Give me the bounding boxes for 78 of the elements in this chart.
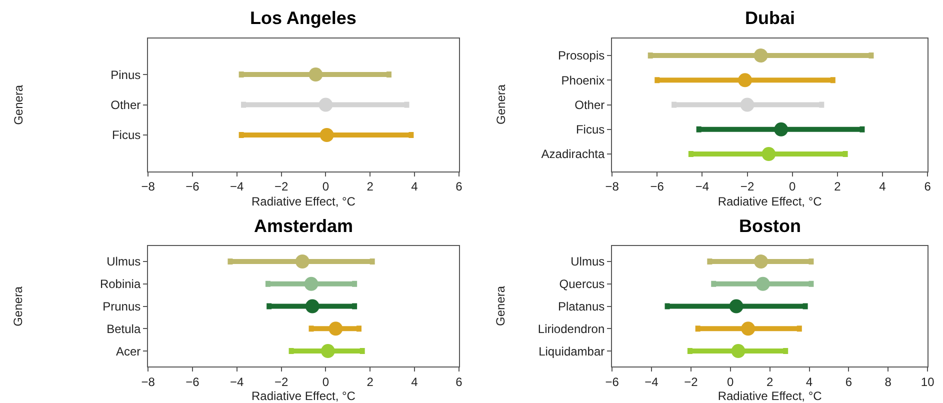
- y-tick-label: Quercus: [559, 277, 605, 292]
- point: [754, 254, 768, 268]
- y-tick-label: Ficus: [112, 128, 141, 142]
- y-axis-title: Genera: [493, 286, 508, 326]
- x-tick-label: 4: [411, 375, 418, 390]
- y-tick-label: Liquidambar: [538, 344, 605, 358]
- point: [738, 73, 752, 88]
- x-tick-label: −4: [230, 375, 244, 390]
- y-tick-label: Ficus: [576, 122, 605, 137]
- point: [774, 122, 788, 136]
- x-tick-label: 6: [456, 180, 463, 194]
- x-tick-label: 6: [845, 375, 852, 390]
- x-tick-label: 6: [456, 375, 463, 390]
- y-tick-label: Pinus: [110, 68, 141, 82]
- y-tick-label: Ulmus: [106, 254, 141, 269]
- y-axis-title: Genera: [11, 84, 26, 125]
- point: [756, 276, 770, 291]
- y-tick-label: Prunus: [102, 299, 141, 314]
- x-tick-label: −6: [605, 375, 620, 390]
- point: [305, 299, 320, 314]
- x-tick-label: 0: [727, 375, 734, 390]
- y-tick-label: Prosopis: [558, 48, 605, 63]
- x-tick-label: 4: [879, 180, 886, 194]
- x-tick-label: −4: [695, 180, 710, 194]
- x-tick-label: 2: [366, 180, 374, 194]
- y-tick-label: Phoenix: [561, 73, 605, 88]
- x-tick-label: −6: [650, 180, 664, 194]
- y-tick-label: Platanus: [558, 299, 605, 314]
- x-tick-label: −2: [274, 180, 288, 194]
- x-tick-label: 2: [766, 375, 774, 390]
- y-tick-label: Liriodendron: [538, 322, 605, 336]
- x-axis-title: Radiative Effect, °C: [718, 389, 822, 403]
- chart-title: Amsterdam: [254, 216, 354, 236]
- x-tick-label: 6: [924, 180, 932, 194]
- y-axis-title: Genera: [10, 286, 25, 326]
- x-tick-label: 8: [884, 375, 892, 390]
- x-tick-label: −8: [605, 180, 620, 194]
- x-tick-label: −2: [740, 180, 754, 194]
- x-tick-label: −8: [141, 375, 156, 390]
- x-tick-label: 2: [366, 375, 374, 390]
- x-tick-label: 0: [322, 375, 330, 390]
- y-tick-label: Other: [574, 98, 605, 112]
- point: [320, 344, 335, 358]
- chart-title: Dubai: [745, 8, 796, 28]
- x-tick-label: 4: [806, 375, 813, 390]
- x-tick-label: 4: [411, 180, 418, 194]
- x-tick-label: −8: [141, 180, 156, 194]
- x-tick-label: −2: [684, 375, 698, 390]
- point: [740, 98, 754, 112]
- point: [754, 48, 768, 63]
- point: [304, 276, 318, 291]
- x-tick-label: −2: [274, 375, 288, 390]
- point: [328, 322, 343, 336]
- point: [731, 344, 746, 358]
- x-tick-label: −6: [186, 180, 200, 194]
- y-tick-label: Acer: [116, 344, 141, 358]
- y-axis-title: Genera: [494, 84, 508, 124]
- y-tick-label: Betula: [106, 322, 141, 336]
- y-tick-label: Other: [110, 98, 141, 112]
- x-axis-title: Radiative Effect, °C: [252, 389, 356, 403]
- x-tick-label: 2: [834, 180, 842, 194]
- x-axis-title: Radiative Effect, °C: [252, 194, 356, 209]
- point: [729, 299, 744, 314]
- point: [762, 147, 776, 162]
- x-tick-label: −4: [644, 375, 659, 390]
- point: [741, 322, 756, 336]
- y-tick-label: Azadirachta: [541, 147, 605, 162]
- x-tick-label: −4: [230, 180, 244, 194]
- chart-title: Boston: [739, 216, 801, 236]
- x-tick-label: −6: [186, 375, 200, 390]
- y-tick-label: Robinia: [100, 277, 141, 292]
- y-tick-label: Ulmus: [570, 254, 605, 269]
- point: [295, 254, 310, 268]
- chart-title: Los Angeles: [250, 8, 356, 28]
- x-tick-label: 10: [920, 375, 935, 390]
- x-tick-label: 0: [789, 180, 796, 194]
- x-tick-label: 0: [322, 180, 330, 194]
- x-axis-title: Radiative Effect, °C: [718, 194, 822, 209]
